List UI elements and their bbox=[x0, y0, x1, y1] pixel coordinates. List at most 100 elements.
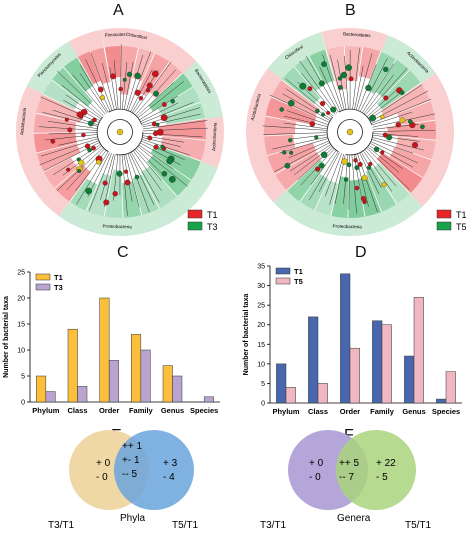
y-tick-label: 5 bbox=[21, 374, 25, 381]
clade-wedge bbox=[70, 178, 98, 211]
tree-branch bbox=[319, 66, 341, 112]
tree-node bbox=[145, 88, 151, 93]
tree-branch bbox=[131, 70, 159, 113]
tree-branch bbox=[130, 69, 153, 112]
tree-node bbox=[64, 117, 69, 122]
tree-branch bbox=[130, 151, 160, 203]
tree-branch bbox=[40, 96, 100, 123]
legend-swatch-t1 bbox=[35, 273, 51, 281]
legend-b-label-1: T5 bbox=[456, 222, 467, 232]
legend-b-swatch-1 bbox=[436, 221, 452, 231]
tree-branch bbox=[301, 72, 336, 115]
y-tick-label: 10 bbox=[257, 361, 265, 368]
tree-branch bbox=[364, 149, 397, 187]
tree-node bbox=[282, 150, 287, 155]
tree-node bbox=[122, 77, 127, 82]
phylum-ring-segment bbox=[19, 152, 70, 217]
tree-branch bbox=[48, 132, 98, 135]
bar-t5-order bbox=[349, 347, 360, 404]
tree-node bbox=[381, 182, 387, 188]
tree-node bbox=[343, 177, 349, 182]
tree-node bbox=[160, 144, 165, 149]
y-tick-label: 0 bbox=[21, 400, 25, 407]
tree-branch bbox=[372, 134, 420, 142]
legend-b: T1 T5 bbox=[436, 209, 467, 232]
tree-branch bbox=[136, 147, 166, 177]
phylum-ring-segment bbox=[381, 35, 436, 84]
legend-swatch-t1 bbox=[275, 267, 291, 275]
tree-branch bbox=[366, 147, 410, 190]
tree-branch bbox=[283, 115, 328, 127]
tree-node bbox=[383, 66, 389, 73]
tree-node bbox=[152, 130, 159, 137]
tree-branch bbox=[370, 141, 418, 164]
tree-branch bbox=[120, 44, 122, 110]
tree-node bbox=[112, 191, 118, 197]
bar-t3-phylum bbox=[45, 391, 56, 403]
bar-t1-phylum bbox=[36, 375, 47, 403]
tree-branch bbox=[269, 94, 330, 123]
tree-node bbox=[321, 61, 327, 67]
tree-node bbox=[354, 165, 360, 171]
phylum-label: Bacteroidetes bbox=[343, 31, 372, 38]
x-tick-label: Order bbox=[340, 407, 361, 416]
tree-node bbox=[151, 121, 157, 127]
tree-node bbox=[84, 143, 91, 149]
y-axis-label: Number of bacterial taxa bbox=[3, 296, 10, 378]
venn-f: + 0 - 0 ++ 5 -- 7 + 22 - 5 T3/T1 T5/T1 G… bbox=[260, 430, 432, 531]
legend-a-label-1: T3 bbox=[207, 222, 218, 232]
tree-branch bbox=[139, 142, 181, 166]
bar-t3-genus bbox=[172, 375, 183, 403]
tree-branch bbox=[79, 64, 109, 113]
tree-branch bbox=[142, 120, 208, 130]
panel-letter-d: D bbox=[355, 244, 367, 261]
y-tick-label: 15 bbox=[17, 322, 25, 329]
tree-node bbox=[152, 70, 159, 78]
tree-node bbox=[102, 180, 108, 186]
y-tick-label: 0 bbox=[261, 401, 265, 408]
tree-node bbox=[307, 86, 313, 92]
tree-branch bbox=[359, 152, 380, 195]
venn-f-overlap-1: -- 7 bbox=[339, 472, 354, 483]
phylum-label: Actinobacteria bbox=[211, 122, 217, 151]
tree-node bbox=[146, 82, 153, 89]
phylum-label: Proteobacteria bbox=[333, 224, 363, 230]
y-tick-label: 35 bbox=[257, 264, 265, 271]
tree-branch bbox=[352, 48, 360, 110]
y-tick-label: 30 bbox=[257, 283, 265, 290]
tree-branch bbox=[137, 146, 189, 187]
y-tick-label: 20 bbox=[17, 296, 25, 303]
venn-f-caption: Genera bbox=[337, 513, 371, 524]
tree-branch bbox=[294, 145, 333, 176]
tree-node bbox=[116, 170, 123, 177]
legend-label-t3: T3 bbox=[54, 283, 63, 292]
tree-root-node bbox=[116, 128, 124, 136]
tree-branch bbox=[324, 153, 342, 197]
clade-wedge bbox=[132, 174, 160, 216]
clade-wedge bbox=[51, 67, 93, 107]
tree-branch bbox=[366, 89, 398, 117]
tree-branch bbox=[287, 134, 328, 140]
tree-node bbox=[319, 100, 326, 107]
tree-node bbox=[373, 146, 380, 152]
tree-branch bbox=[362, 63, 394, 113]
tree-node bbox=[85, 187, 92, 195]
tree-branch bbox=[299, 60, 337, 114]
tree-node bbox=[78, 159, 85, 166]
legend-label-t1: T1 bbox=[294, 267, 303, 276]
tree-branch bbox=[141, 102, 194, 124]
tree-node bbox=[420, 124, 425, 130]
tree-branch bbox=[134, 149, 162, 181]
tree-branch bbox=[355, 53, 373, 111]
tree-node bbox=[395, 122, 401, 128]
tree-node bbox=[366, 165, 372, 170]
legend-a-label-0: T1 bbox=[207, 210, 218, 220]
tree-branch bbox=[85, 59, 111, 112]
tree-node bbox=[123, 169, 129, 174]
venn-e-left-minus: - 0 bbox=[96, 472, 108, 483]
tree-node bbox=[288, 99, 295, 107]
tree-branch bbox=[136, 82, 174, 117]
tree-branch bbox=[87, 152, 111, 197]
x-tick-label: Phylum bbox=[272, 407, 299, 416]
